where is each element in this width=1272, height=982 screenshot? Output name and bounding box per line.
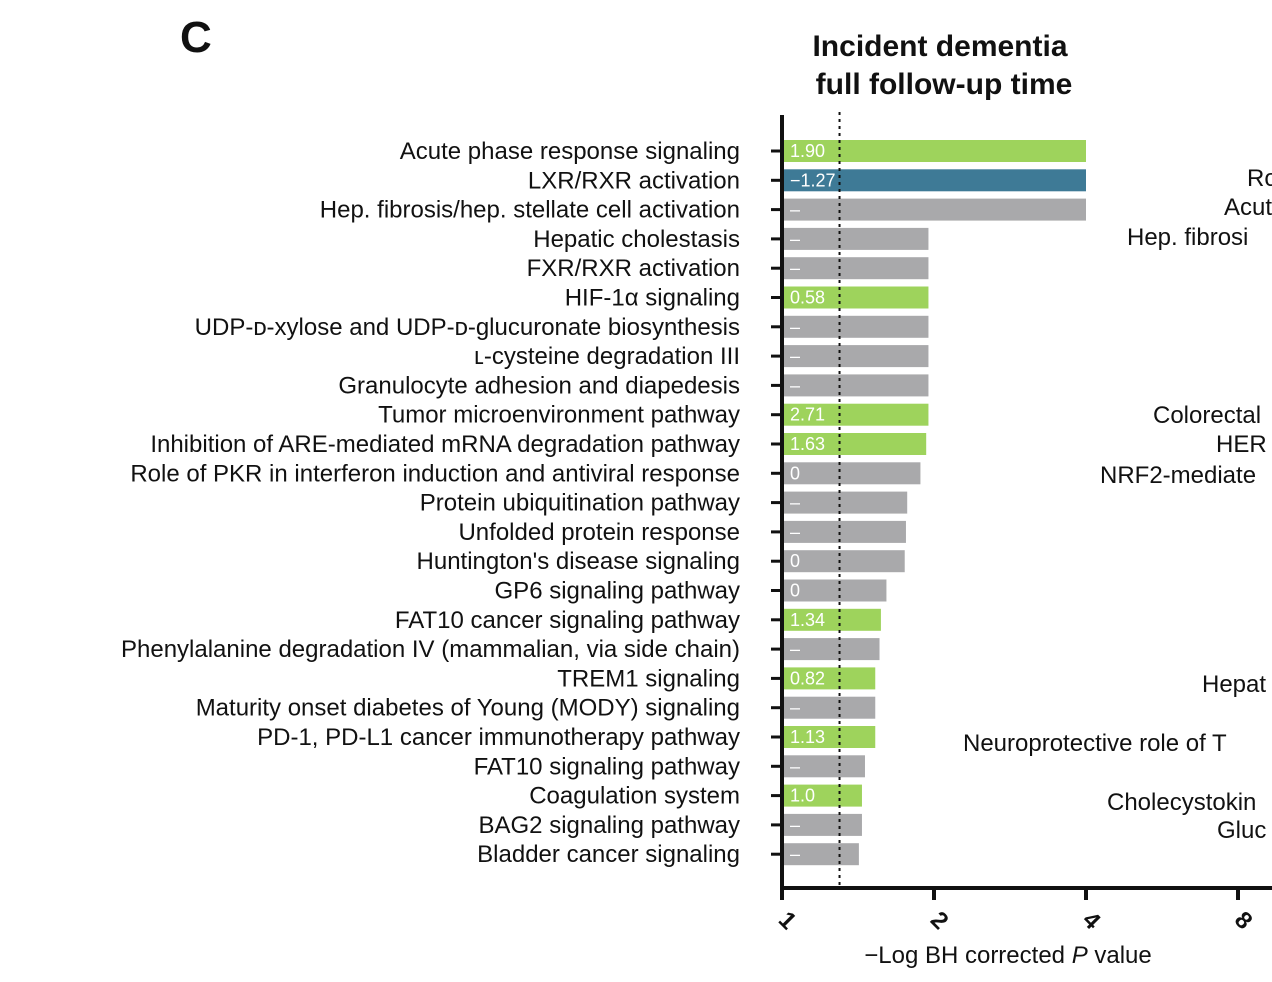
category-label-15: Huntington's disease signaling [417,548,740,575]
chart-subtitle: full follow-up time [816,68,1073,101]
right-panel-label-3: Hep. fibrosi [1127,224,1248,251]
bar-19 [784,667,876,690]
panel-letter: C [180,13,212,62]
bar-15 [784,550,905,573]
bar-z-label-17: 1.34 [790,610,825,630]
bar-17 [784,608,881,631]
bar-z-label-4: – [790,229,800,249]
chart-title: Incident dementia [812,30,1067,63]
category-label-12: Role of PKR in interferon induction and … [130,460,740,487]
bar-9 [784,374,929,397]
category-label-1: Acute phase response signaling [400,138,740,165]
bar-z-label-24: – [790,815,800,835]
bar-12 [784,462,921,485]
category-label-17: FAT10 cancer signaling pathway [395,607,740,634]
bar-4 [784,227,929,250]
bar-13 [784,491,908,514]
bar-z-label-9: – [790,375,800,395]
bar-23 [784,784,862,807]
right-panel-label-1: Ro [1247,165,1272,192]
right-panel-label-8: Neuroprotective role of T [963,730,1227,757]
bar-z-label-19: 0.82 [790,668,825,688]
bar-16 [784,579,887,602]
bar-22 [784,755,865,778]
category-label-8: ʟ-cysteine degradation III [474,343,740,370]
category-label-5: FXR/RXR activation [527,255,740,282]
bar-z-label-23: 1.0 [790,786,815,806]
bar-z-label-5: – [790,258,800,278]
right-panel-label-5: HER [1216,431,1267,458]
right-panel-label-4: Colorectal [1153,402,1261,429]
category-label-23: Coagulation system [529,783,740,810]
bar-z-label-21: 1.13 [790,727,825,747]
bar-2 [784,169,1086,192]
category-label-24: BAG2 signaling pathway [479,812,741,839]
bar-10 [784,403,929,426]
x-tick-label-1: 1 [773,906,802,935]
right-panel-label-2: Acut [1224,194,1272,221]
category-label-11: Inhibition of ARE-mediated mRNA degradat… [150,431,740,458]
right-panel-label-6: NRF2-mediate [1100,462,1256,489]
bar-z-label-8: – [790,346,800,366]
category-label-14: Unfolded protein response [458,519,740,546]
bar-11 [784,433,927,455]
right-panel-label-9: Cholecystokin [1107,789,1256,816]
category-label-4: Hepatic cholestasis [533,226,740,253]
category-label-20: Maturity onset diabetes of Young (MODY) … [196,695,740,722]
category-label-6: HIF-1α signaling [565,285,740,312]
bar-z-label-10: 2.71 [790,405,825,425]
bar-7 [784,315,929,338]
bar-z-label-20: – [790,698,800,718]
category-label-22: FAT10 signaling pathway [474,753,740,780]
bar-z-label-6: 0.58 [790,288,825,308]
bar-z-label-15: 0 [790,551,800,571]
bar-5 [784,257,929,280]
category-label-13: Protein ubiquitination pathway [420,490,740,517]
category-label-19: TREM1 signaling [557,665,740,692]
bar-14 [784,520,906,543]
category-label-2: LXR/RXR activation [528,167,740,194]
bar-8 [784,345,929,368]
bar-z-label-3: – [790,200,800,220]
bar-3 [784,198,1086,221]
category-label-21: PD-1, PD-L1 cancer immunotherapy pathway [257,724,740,751]
right-panel-label-7: Hepat [1202,671,1266,698]
bar-z-label-12: 0 [790,463,800,483]
bar-6 [784,286,929,309]
category-label-18: Phenylalanine degradation IV (mammalian,… [121,636,740,663]
x-tick-label-8: 8 [1229,906,1258,935]
category-label-3: Hep. fibrosis/hep. stellate cell activat… [320,197,740,224]
bar-z-label-7: – [790,317,800,337]
bar-z-label-11: 1.63 [790,434,825,454]
category-label-9: Granulocyte adhesion and diapedesis [338,372,740,399]
bar-20 [784,696,876,719]
bar-24 [784,813,862,836]
category-label-16: GP6 signaling pathway [495,578,740,605]
bar-21 [784,726,876,748]
category-label-10: Tumor microenvironment pathway [378,402,740,429]
bar-1 [784,140,1086,162]
bar-z-label-1: 1.90 [790,141,825,161]
bar-18 [784,638,880,661]
category-label-25: Bladder cancer signaling [477,841,740,868]
right-panel-label-10: Gluc [1217,817,1266,844]
category-label-7: UDP-ᴅ-xylose and UDP-ᴅ-glucuronate biosy… [195,314,740,341]
bar-z-label-2: −1.27 [790,170,836,190]
x-tick-label-4: 4 [1077,906,1106,935]
bar-z-label-22: – [790,756,800,776]
bars-group: 1.90 −1.27 – – – 0.58 – – – 2.71 1.63 0 – – 0 0 1.34 – 0.8… [784,140,1086,866]
bar-z-label-16: 0 [790,581,800,601]
bar-z-label-14: – [790,522,800,542]
x-tick-label-2: 2 [925,906,954,935]
bar-z-label-18: – [790,639,800,659]
x-axis-label: −Log BH corrected P value [864,942,1152,969]
bar-z-label-13: – [790,493,800,513]
bar-z-label-25: – [790,844,800,864]
